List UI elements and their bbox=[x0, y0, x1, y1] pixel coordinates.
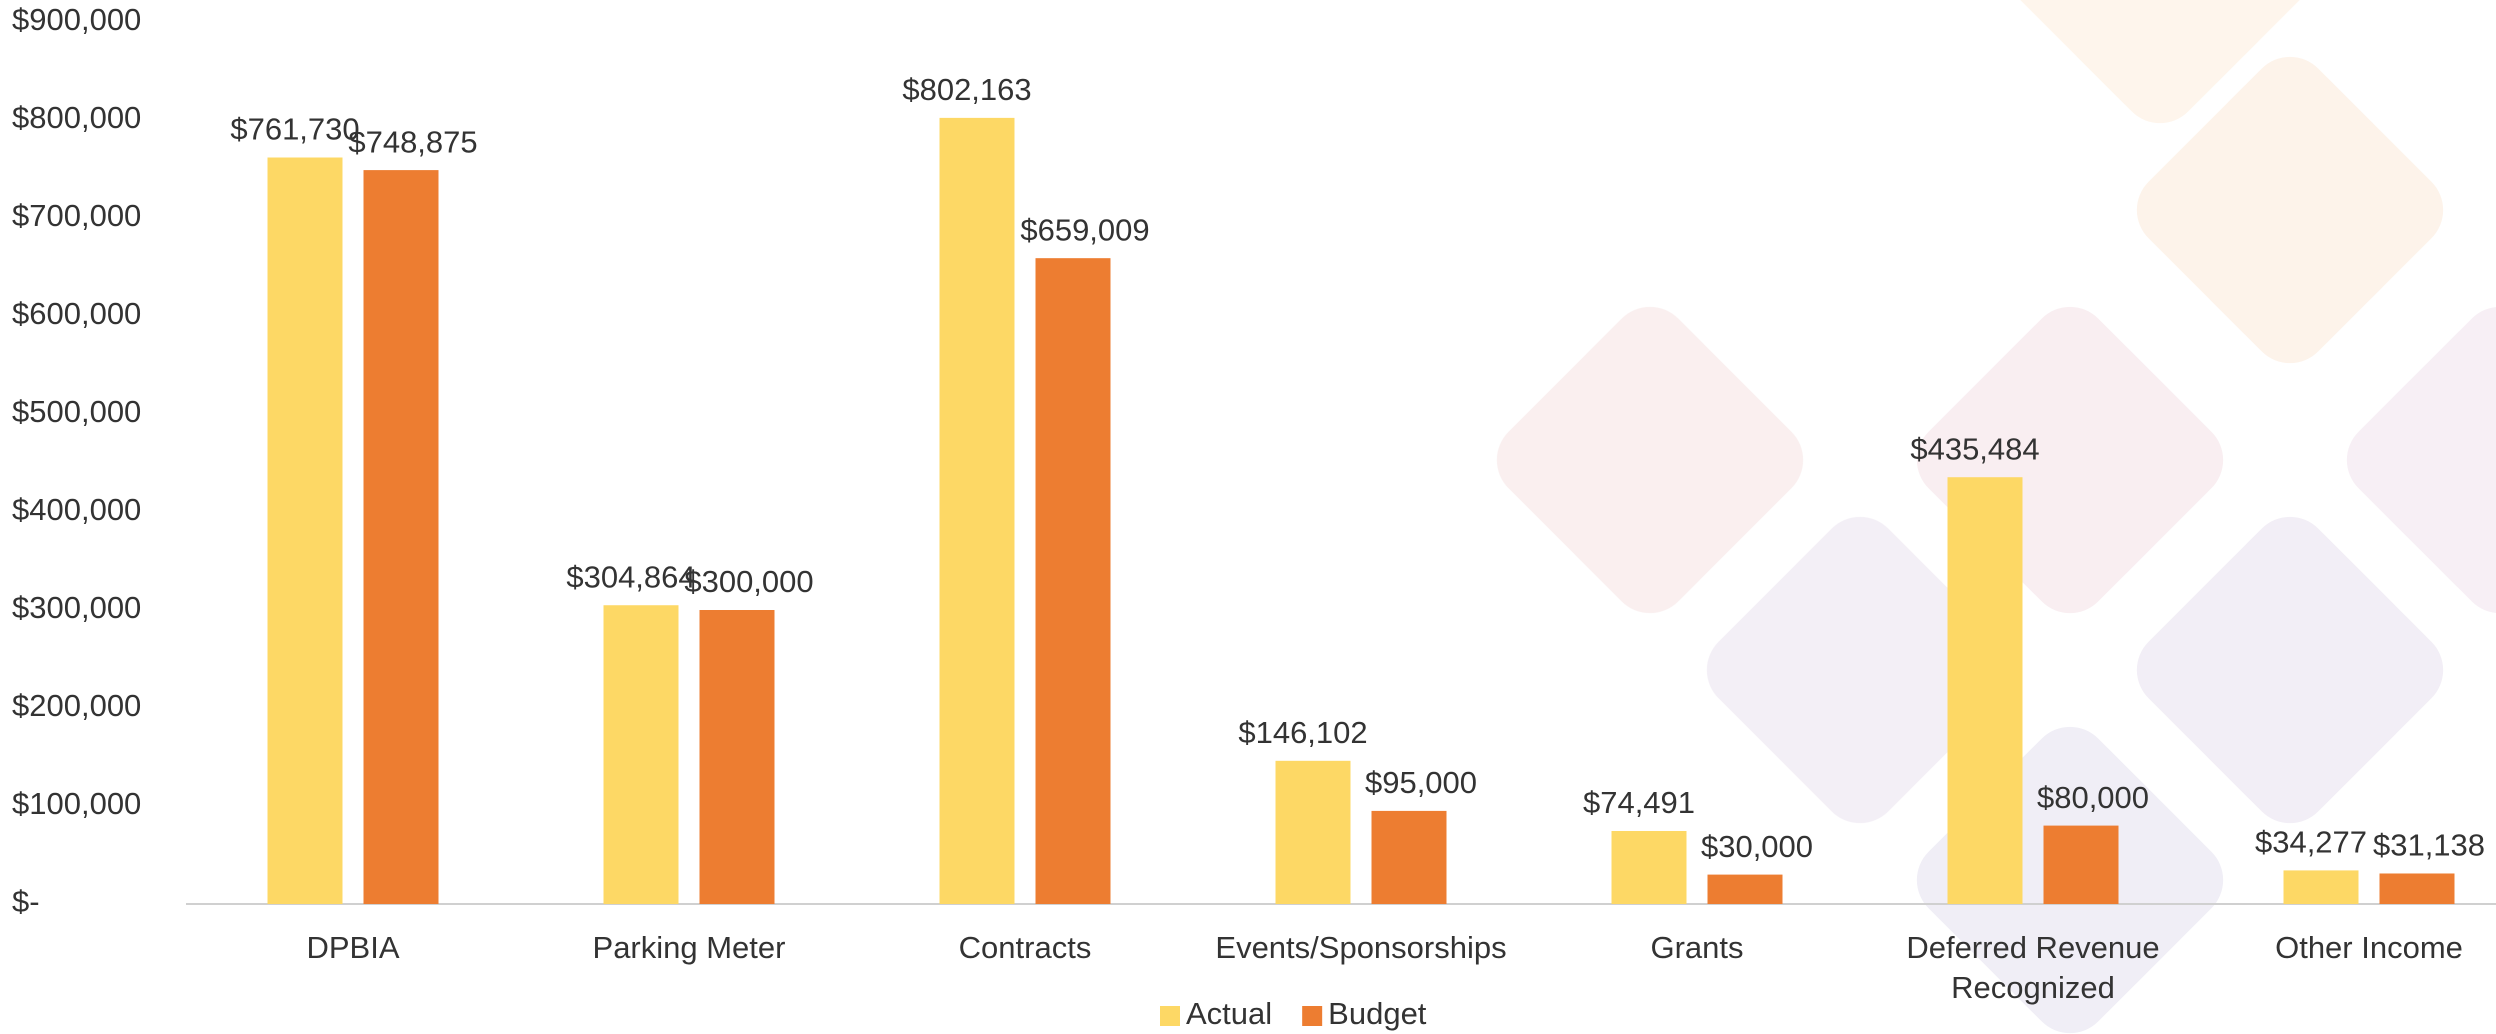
y-tick-label: $700,000 bbox=[12, 198, 141, 233]
bar bbox=[1275, 760, 1351, 904]
y-tick-label: $- bbox=[12, 884, 40, 919]
legend-label: Actual bbox=[1186, 996, 1272, 1031]
bar bbox=[1611, 830, 1687, 904]
x-tick-label: Parking Meter bbox=[592, 930, 786, 965]
bar bbox=[699, 610, 775, 904]
data-label: $659,009 bbox=[1020, 212, 1149, 247]
x-tick-label: Deferred Revenue Recognized bbox=[1906, 930, 2160, 1005]
data-label: $435,484 bbox=[1910, 431, 2039, 466]
y-tick-label: $400,000 bbox=[12, 492, 141, 527]
bar bbox=[1947, 477, 2023, 904]
bar bbox=[1707, 874, 1783, 904]
legend-swatch bbox=[1160, 1006, 1180, 1026]
x-tick-label: Other Income bbox=[2275, 930, 2463, 965]
y-tick-label: $300,000 bbox=[12, 590, 141, 625]
x-tick-label: Contracts bbox=[958, 930, 1092, 965]
data-label: $80,000 bbox=[2037, 780, 2149, 815]
bar bbox=[603, 605, 679, 904]
y-tick-label: $100,000 bbox=[12, 786, 141, 821]
y-tick-label: $900,000 bbox=[12, 2, 141, 37]
bar bbox=[1035, 258, 1111, 905]
x-tick-label: Events/Sponsorships bbox=[1215, 930, 1507, 965]
y-tick-label: $500,000 bbox=[12, 394, 141, 429]
y-tick-label: $200,000 bbox=[12, 688, 141, 723]
data-label: $74,491 bbox=[1583, 785, 1695, 820]
bar bbox=[267, 157, 343, 905]
data-label: $146,102 bbox=[1238, 715, 1367, 750]
data-label: $304,864 bbox=[566, 559, 695, 594]
bar bbox=[2043, 825, 2119, 904]
bar bbox=[2379, 873, 2455, 904]
data-label: $300,000 bbox=[684, 564, 813, 599]
data-label: $31,138 bbox=[2373, 828, 2485, 863]
y-tick-label: $800,000 bbox=[12, 100, 141, 135]
bar bbox=[2283, 870, 2359, 904]
data-label: $761,730 bbox=[230, 112, 359, 147]
x-tick-label: DPBIA bbox=[306, 930, 400, 965]
legend-swatch bbox=[1302, 1006, 1323, 1026]
bar bbox=[363, 170, 439, 905]
data-label: $30,000 bbox=[1701, 829, 1813, 864]
x-tick-label: Grants bbox=[1650, 930, 1744, 965]
y-tick-label: $600,000 bbox=[12, 296, 141, 331]
data-label: $34,277 bbox=[2255, 825, 2367, 860]
data-label: $802,163 bbox=[902, 72, 1031, 107]
legend-label: Budget bbox=[1328, 996, 1427, 1031]
bar bbox=[939, 117, 1015, 905]
data-label: $748,875 bbox=[348, 124, 477, 159]
bar bbox=[1371, 810, 1447, 904]
data-label: $95,000 bbox=[1365, 765, 1477, 800]
